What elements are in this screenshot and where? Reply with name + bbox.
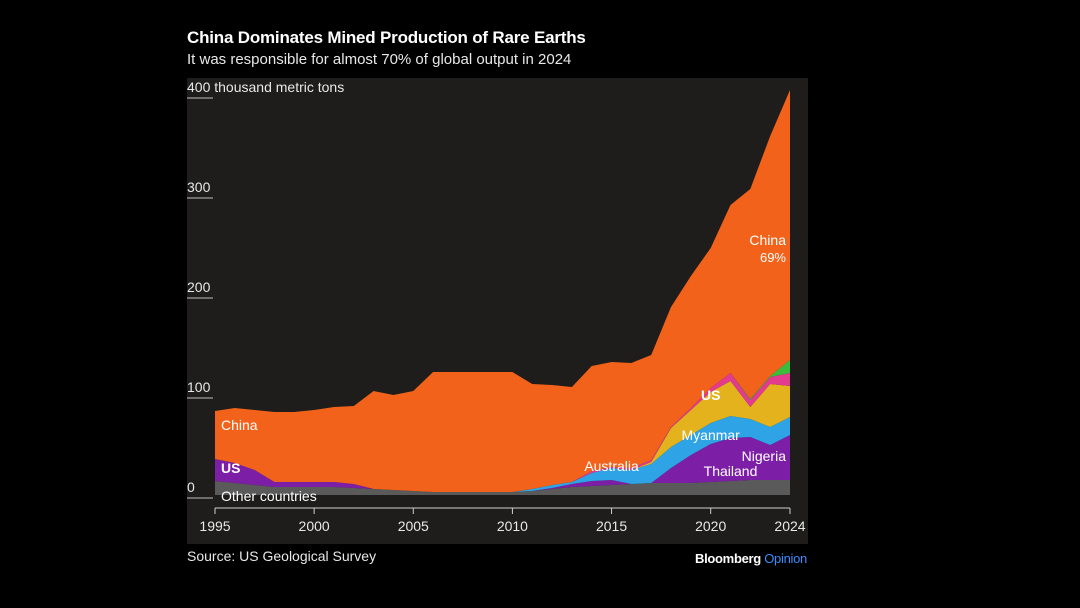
x-tick-label: 2005 xyxy=(398,518,429,534)
x-tick-label: 1995 xyxy=(199,518,230,534)
label-thailand: Thailand xyxy=(704,463,758,479)
series-labels: China 69% China US US Myanmar Australia Thailan… xyxy=(221,232,786,504)
label-other-countries: Other countries xyxy=(221,488,317,504)
area-other-countries xyxy=(215,480,790,495)
label-us: US xyxy=(221,460,240,476)
area-australia xyxy=(215,416,790,492)
y-tick-label: 0 xyxy=(187,479,195,495)
area-china xyxy=(215,90,790,492)
area-us xyxy=(215,435,790,492)
chart-subtitle: It was responsible for almost 70% of glo… xyxy=(187,51,572,68)
y-tick-label: 300 xyxy=(187,179,211,195)
label-nigeria: Nigeria xyxy=(742,448,787,464)
y-tick-label: 400 thousand metric tons xyxy=(187,79,344,95)
label-china: China xyxy=(749,232,786,248)
label-china-share: 69% xyxy=(760,250,786,265)
brand-logo: Bloomberg Opinion xyxy=(695,551,807,566)
label-myanmar: Myanmar xyxy=(682,427,741,443)
brand-main: Bloomberg xyxy=(695,551,761,566)
x-tick-label: 2024 xyxy=(774,518,805,534)
area-thailand xyxy=(215,373,790,492)
label-china: China xyxy=(221,417,258,433)
x-tick-label: 2020 xyxy=(695,518,726,534)
x-tick-label: 2010 xyxy=(497,518,528,534)
y-tick-label: 100 xyxy=(187,379,211,395)
area-myanmar xyxy=(215,381,790,492)
x-axis: 1995 2000 2005 2010 2015 2020 2024 xyxy=(199,507,806,534)
chart-title: China Dominates Mined Production of Rare… xyxy=(187,28,586,47)
label-us: US xyxy=(701,387,720,403)
area-layers xyxy=(215,90,790,495)
label-australia: Australia xyxy=(584,458,639,474)
y-tick-label: 200 xyxy=(187,279,211,295)
x-tick-label: 2000 xyxy=(299,518,330,534)
source-note: Source: US Geological Survey xyxy=(187,548,377,564)
y-axis: 0 100 200 300 400 thousand metric tons xyxy=(187,79,344,499)
brand-accent: Opinion xyxy=(764,551,807,566)
x-tick-label: 2015 xyxy=(596,518,627,534)
